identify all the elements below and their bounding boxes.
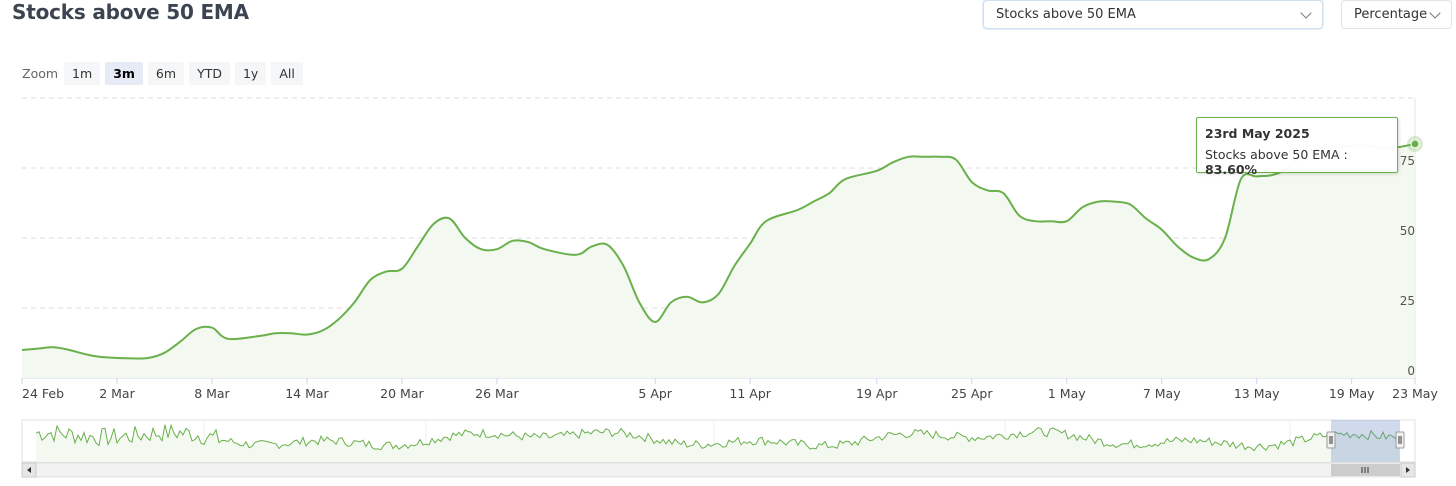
plot-series [21,135,1423,378]
x-tick-label: 7 May [1143,386,1181,401]
zoom-button-all[interactable]: All [271,62,303,85]
zoom-button-1m[interactable]: 1m [64,62,101,85]
y-tick-label: 0 [1407,364,1415,378]
navigator-series [35,423,1399,452]
zoom-controls: Zoom 1m 3m 6m YTD 1y All [22,62,308,85]
navigator-area [36,424,1400,462]
navigator[interactable]: Jan '21Jan '22Jan '23Jan '24Jan '25 [21,419,1416,478]
unit-select-value: Percentage [1354,7,1428,22]
series-area [22,143,1415,378]
tooltip-series: Stocks above 50 EMA [1205,147,1340,162]
x-tick-label: 24 Feb [22,386,64,401]
unit-select[interactable]: Percentage [1341,0,1452,29]
scrollbar-track[interactable] [21,462,1416,478]
x-tick-label: 13 May [1234,386,1280,401]
series-line [21,142,1416,360]
y-tick-label: 50 [1400,224,1415,238]
chart-tooltip: 23rd May 2025 Stocks above 50 EMA : 83.6… [1196,117,1398,177]
page-title: Stocks above 50 EMA [12,0,249,24]
zoom-button-ytd[interactable]: YTD [189,62,230,85]
x-tick-label: 14 Mar [285,386,329,401]
navigator-handle[interactable] [1326,431,1336,449]
x-tick-label: 1 May [1048,386,1086,401]
data-point [1410,139,1420,149]
metric-select[interactable]: Stocks above 50 EMA [983,0,1323,29]
zoom-button-6m[interactable]: 6m [147,62,185,85]
y-tick-label: 75 [1400,154,1415,168]
tooltip-date: 23rd May 2025 [1205,126,1310,141]
x-tick-label: 2 Mar [99,386,135,401]
zoom-label: Zoom [22,66,59,81]
navigator-handle[interactable] [1395,431,1405,449]
x-tick-label: 26 Mar [475,386,519,401]
zoom-button-1y[interactable]: 1y [234,62,267,85]
x-tick-label: 23 May [1392,386,1438,401]
x-axis-ticks: 24 Feb 2 Mar 8 Mar 14 Mar 20 Mar 26 Mar 5 Apr 1… [21,378,1438,401]
arrow-left-icon [27,467,31,473]
metric-select-value: Stocks above 50 EMA [996,7,1136,22]
y-axis-ticks: 0 25 50 75 [1400,154,1415,378]
x-tick-label: 25 Apr [951,386,993,401]
x-tick-label: 20 Mar [380,386,424,401]
x-tick-label: 19 Apr [856,386,898,401]
x-tick-label: 8 Mar [194,386,230,401]
tooltip-value: 83.60% [1205,162,1258,177]
x-tick-label: 11 Apr [729,386,771,401]
x-tick-label: 5 Apr [638,386,672,401]
x-tick-label: 19 May [1329,386,1375,401]
y-tick-label: 25 [1400,294,1415,308]
arrow-right-icon [1406,467,1410,473]
zoom-button-3m[interactable]: 3m [105,62,143,85]
navigator-selection [1331,420,1400,462]
